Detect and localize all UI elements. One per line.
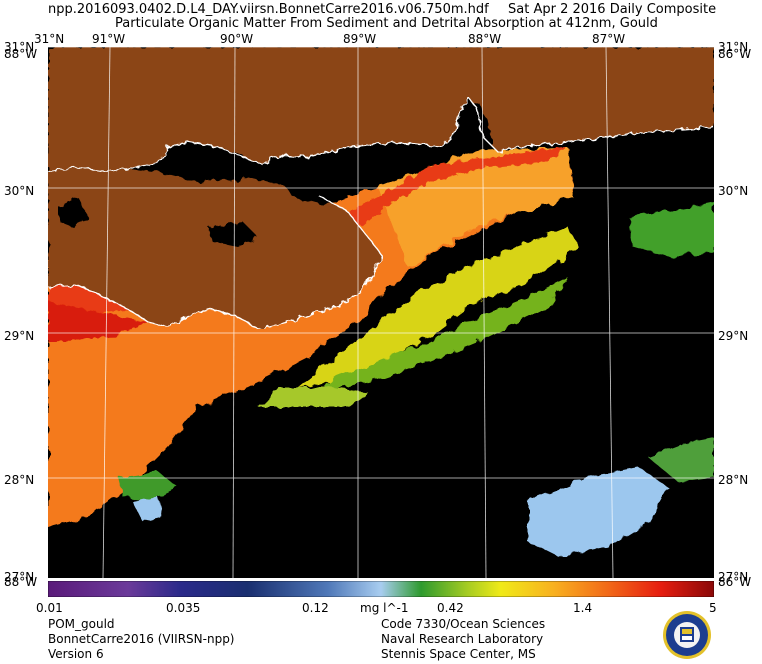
corner-label: 27°N [4,570,35,584]
lon-label: 91°W [92,32,126,46]
lat-label: 29°N [4,329,35,343]
colorbar-tick-label: 0.035 [166,601,201,615]
corner-label: 27°N [718,570,749,584]
region-name: BonnetCarre2016 (VIIRSN-npp) [48,632,235,646]
colorbar-tick-label: 0.42 [437,601,464,615]
lon-label: 90°W [220,32,254,46]
colorbar-tick-label: 5 [709,601,717,615]
lat-label: 28°N [4,473,35,487]
land-delta [48,165,383,329]
colorbar [48,581,714,597]
corner-label: 88°W [4,575,38,589]
product-title: Particulate Organic Matter From Sediment… [115,16,658,31]
land-north [48,47,714,172]
corner-label: 31°N [4,40,35,54]
corner-label: 88°W [4,47,38,61]
corner-lat-label: 31°N [34,32,65,46]
lon-label: 88°W [468,32,502,46]
version-label: Version 6 [48,647,104,661]
lat-label: 28°N [718,473,749,487]
date-title: Sat Apr 2 2016 Daily Composite [508,2,717,17]
colorbar-tick-label: 0.01 [36,601,63,615]
lat-label: 30°N [4,184,35,198]
lab-label: Naval Research Laboratory [381,632,544,646]
colorbar-tick-label: 0.12 [302,601,329,615]
colorbar-units: mg l^-1 [360,601,409,615]
filename-title: npp.2016093.0402.D.L4_DAY.viirsn.BonnetC… [48,2,489,17]
location-label: Stennis Space Center, MS [381,647,536,661]
colorbar-tick-label: 1.4 [573,601,593,615]
corner-label: 86°W [718,575,752,589]
pom-map [48,47,714,578]
corner-label: 31°N [718,40,749,54]
lon-label: 89°W [343,32,377,46]
nrl-seal-icon [663,611,711,659]
code-label: Code 7330/Ocean Sciences [381,617,546,631]
lat-label: 30°N [718,184,749,198]
lat-label: 29°N [718,329,749,343]
corner-label: 86°W [718,47,752,61]
graticule [48,47,714,578]
product-name: POM_gould [48,617,115,631]
coastline-delta [48,194,384,330]
coastline-north [48,95,714,173]
lon-label: 87°W [592,32,626,46]
